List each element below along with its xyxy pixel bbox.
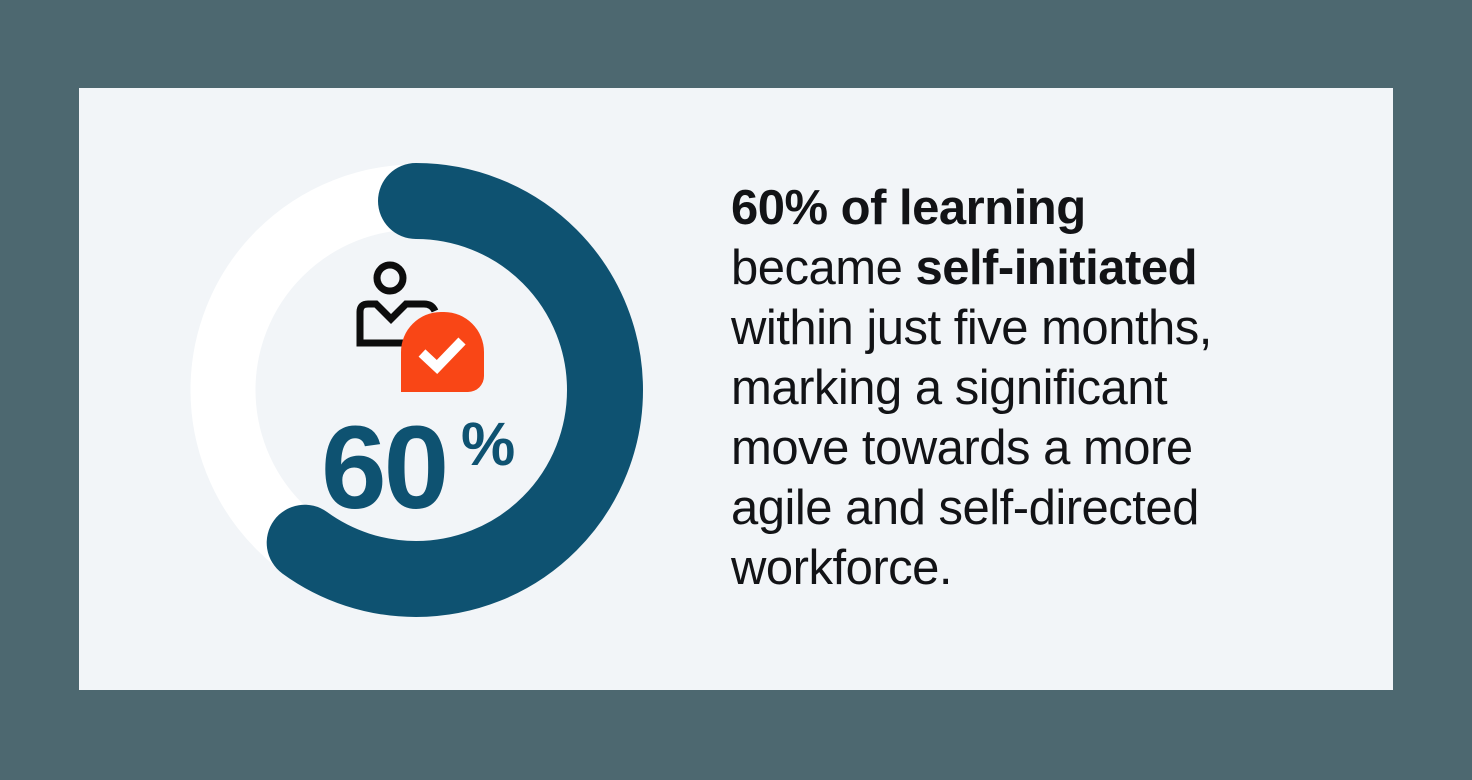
- copy-line-3: within just five months,: [731, 298, 1371, 358]
- copy-line-6: agile and self-directed: [731, 478, 1371, 538]
- copy-bold-segment: 60% of learning: [731, 181, 1086, 235]
- copy-line-1: 60% of learning: [731, 178, 1371, 238]
- stat-percent-sign: %: [461, 410, 516, 478]
- donut-chart: [189, 163, 643, 617]
- copy-line-5: move towards a more: [731, 418, 1371, 478]
- copy-regular-segment: marking a significant: [731, 361, 1168, 415]
- infographic-card: 60 % 60% of learning became self-initiat…: [79, 88, 1393, 690]
- copy-regular-segment: move towards a more: [731, 421, 1193, 475]
- donut-progress-arc: [189, 163, 643, 617]
- copy-regular-segment: within just five months,: [731, 301, 1212, 355]
- copy-line-4: marking a significant: [731, 358, 1371, 418]
- copy-line-2: became self-initiated: [731, 238, 1371, 298]
- copy-text: 60% of learning became self-initiated wi…: [731, 178, 1371, 598]
- person-check-icon: [356, 261, 484, 392]
- copy-regular-segment: became: [731, 241, 916, 295]
- copy-regular-segment: workforce.: [731, 541, 953, 595]
- checkmark-icon: [418, 337, 466, 375]
- person-head: [373, 261, 407, 295]
- person-icon: [356, 261, 439, 347]
- copy-bold-segment: self-initiated: [915, 241, 1198, 295]
- stat: 60 %: [321, 409, 581, 539]
- copy-line-7: workforce.: [731, 538, 1371, 598]
- person-torso: [356, 300, 439, 347]
- copy-regular-segment: agile and self-directed: [731, 481, 1199, 535]
- stat-value: 60: [321, 402, 449, 534]
- check-badge: [401, 312, 484, 392]
